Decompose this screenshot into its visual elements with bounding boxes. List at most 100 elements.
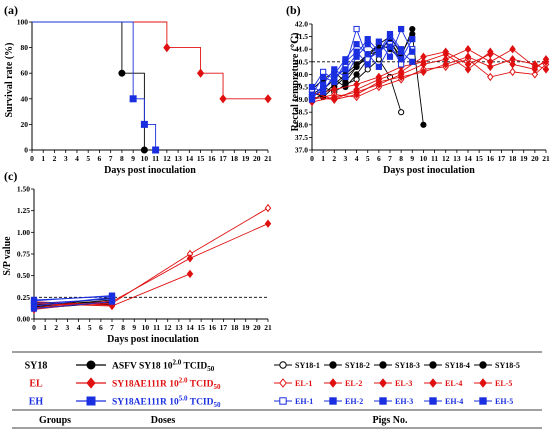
- panel-a-survival-chart: (a) Survival rate (%) Days post inoculat…: [4, 3, 272, 176]
- x-tick-label: 4: [75, 154, 79, 163]
- legend-pig-label: SY18-1: [295, 361, 320, 370]
- legend-pig-label: EL-4: [445, 379, 462, 388]
- data-point-eh-5: [331, 73, 338, 81]
- data-point-eh: [129, 95, 137, 103]
- data-point-eh-4: [409, 36, 416, 43]
- data-point-el-5: [442, 60, 449, 69]
- legend-group-label: SY18: [25, 361, 48, 372]
- legend-pig-marker: [379, 378, 387, 388]
- y-tick-label: 20: [21, 120, 29, 129]
- legend-pig-marker: [379, 361, 387, 369]
- x-tick-label: 17: [220, 323, 228, 332]
- series-line-eh-5: [33, 296, 113, 301]
- x-tick-label: 18: [231, 154, 239, 163]
- legend-group-label: EL: [29, 379, 43, 390]
- data-point-el-5: [420, 67, 427, 77]
- legend-pig-marker: [429, 361, 437, 369]
- dose-subscript: 50: [207, 365, 215, 373]
- series-line-el-2: [33, 223, 269, 309]
- x-tick-label: 13: [174, 154, 182, 163]
- dose-unit: TCID: [188, 380, 214, 390]
- data-point-eh-4: [108, 298, 116, 305]
- legend-pig-label: SY18-3: [395, 361, 420, 370]
- series-line-sy18-5: [311, 28, 413, 98]
- x-tick-label: 1: [321, 154, 325, 163]
- y-tick-label: 0.75: [17, 250, 30, 259]
- x-tick-label: 5: [86, 154, 90, 163]
- data-point-eh-5: [364, 36, 371, 43]
- x-tick-label: 7: [109, 154, 113, 163]
- x-tick-label: 9: [132, 323, 136, 332]
- x-tick-label: 13: [175, 323, 183, 332]
- legend-row-el: EL SY18AE111R 102.0 TCID50 EL-1 EL-2 EL-3 EL-…: [29, 377, 512, 392]
- y-tick-label: 100: [17, 18, 29, 27]
- y-tick-label: 0.00: [17, 315, 30, 324]
- data-point-el-5: [464, 52, 472, 61]
- y-tick-label: 40.5: [295, 57, 308, 66]
- x-tick-label: 16: [487, 154, 495, 163]
- x-tick-label: 6: [377, 154, 381, 163]
- dose-subscript: 50: [214, 401, 222, 409]
- legend-row-eh: EH SY18AE111R 105.0 TCID50 EH-1 EH-2 EH-3 EH-…: [29, 395, 513, 410]
- x-tick-label: 4: [77, 323, 81, 332]
- series-line-eh: [32, 21, 157, 150]
- x-tick-label: 6: [99, 323, 103, 332]
- x-tick-label: 7: [388, 154, 392, 163]
- x-tick-label: 8: [120, 154, 124, 163]
- data-point-eh-1: [353, 25, 360, 33]
- data-point-el-4: [464, 44, 472, 54]
- series-line-eh-2: [311, 35, 413, 100]
- x-tick-label: 1: [41, 154, 45, 163]
- series-line-el-2: [311, 51, 547, 95]
- data-point-eh-1: [320, 68, 327, 75]
- data-point-el-1: [509, 67, 516, 77]
- series-line-eh-4: [33, 301, 113, 310]
- x-tick-label: 3: [344, 154, 348, 163]
- x-tick-label: 2: [54, 323, 58, 332]
- x-tick-label: 2: [53, 154, 57, 163]
- legend-pig-marker: [479, 397, 487, 405]
- data-point-el-2: [464, 65, 472, 74]
- panel-b-plot-area: 0 1 2 3 4 5 6 7 8 9 10 11 12 13 14 15 16 17 18 19 20 2137.037…: [295, 20, 550, 164]
- dose-prefix: SY18AE111R 10: [112, 380, 179, 390]
- x-tick-label: 20: [531, 154, 539, 163]
- y-tick-label: 0.50: [17, 271, 30, 280]
- x-tick-label: 8: [121, 323, 125, 332]
- y-tick-label: 1.25: [17, 206, 30, 215]
- panel-c-label: (c): [4, 169, 17, 183]
- data-point-eh-3: [386, 53, 394, 60]
- data-point-el-1: [264, 203, 272, 213]
- data-point-el-3: [186, 269, 194, 279]
- panel-a-ylabel: Survival rate (%): [4, 43, 15, 118]
- data-point-el: [264, 94, 272, 104]
- data-point-sy18-5: [353, 71, 360, 78]
- x-tick-label: 15: [475, 154, 483, 163]
- data-point-eh-5: [308, 93, 316, 101]
- legend-header-doses: Doses: [151, 415, 176, 426]
- series-line-el-5: [311, 56, 547, 101]
- x-tick-label: 14: [186, 154, 194, 163]
- legend-pig-marker: [479, 361, 487, 369]
- legend-pig-label: EH-5: [495, 397, 513, 406]
- legend-group-label: EH: [29, 397, 44, 408]
- panel-b-xlabel: Days post inoculation: [383, 165, 475, 176]
- data-point-el-2: [509, 60, 516, 69]
- legend-pig-marker: [279, 361, 287, 369]
- legend-pig-marker: [329, 397, 337, 405]
- data-point-el-1: [531, 70, 539, 79]
- dose-subscript: 50: [214, 383, 222, 391]
- legend-pig-label: SY18-2: [345, 361, 370, 370]
- data-point-el-3: [420, 52, 427, 61]
- data-point-el-2: [264, 219, 272, 228]
- legend-row-sy18: SY18 ASFV SY18 102.0 TCID50 SY18-1 SY18-2 SY…: [25, 359, 520, 374]
- x-tick-label: 14: [186, 323, 194, 332]
- panel-a-plot-area: 0 1 2 3 4 5 6 7 8 9 10 11 12 13 14 15 16 17 18 19 20 21020406…: [17, 18, 272, 164]
- data-point-eh-5: [398, 46, 405, 53]
- dose-unit: TCID: [181, 362, 207, 372]
- data-point-eh: [152, 146, 160, 154]
- data-point-sy18-1: [375, 56, 382, 63]
- legend-pig-marker: [429, 378, 437, 388]
- x-tick-label: 7: [110, 323, 114, 332]
- data-point-el: [219, 94, 227, 104]
- x-tick-label: 19: [520, 154, 528, 163]
